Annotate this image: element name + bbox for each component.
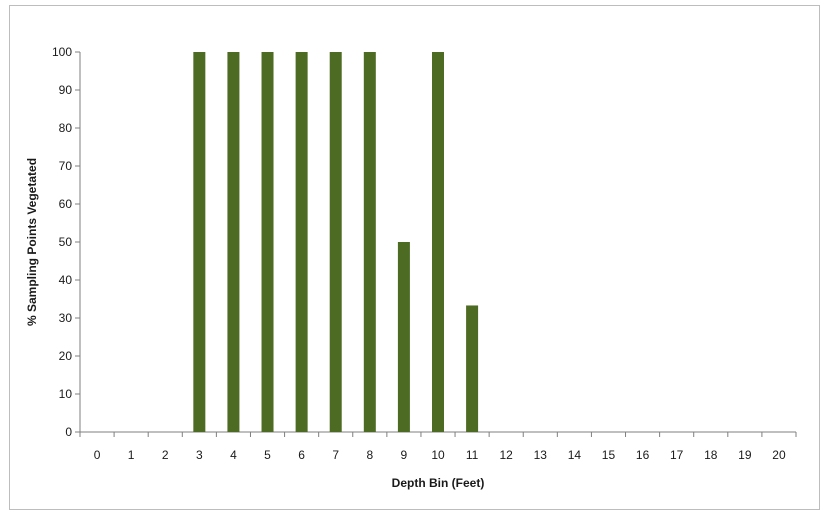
x-tick-label: 14 (568, 448, 582, 462)
x-tick-label: 16 (636, 448, 650, 462)
bar-9 (397, 242, 410, 432)
bar-6 (295, 52, 308, 432)
y-tick-label: 60 (59, 197, 73, 211)
x-tick-label: 10 (431, 448, 445, 462)
y-tick-label: 50 (59, 235, 73, 249)
y-tick-label: 40 (59, 273, 73, 287)
x-tick-label: 6 (298, 448, 305, 462)
x-tick-label: 2 (162, 448, 169, 462)
x-tick-label: 20 (772, 448, 786, 462)
y-tick-label: 10 (59, 387, 73, 401)
bar-11 (466, 305, 479, 432)
bar-10 (432, 52, 444, 432)
x-tick-label: 4 (230, 448, 237, 462)
y-axis-title: % Sampling Points Vegetated (25, 158, 39, 326)
x-tick-label: 7 (332, 448, 339, 462)
x-tick-label: 12 (500, 448, 514, 462)
x-tick-label: 17 (670, 448, 684, 462)
x-tick-label: 19 (738, 448, 752, 462)
bar-7 (329, 52, 342, 432)
chart-frame (9, 5, 820, 510)
bar-4 (227, 52, 240, 432)
x-tick-label: 15 (602, 448, 616, 462)
bar-8 (363, 52, 376, 432)
y-tick-label: 30 (59, 311, 73, 325)
x-tick-label: 3 (196, 448, 203, 462)
y-tick-label: 20 (59, 349, 73, 363)
x-tick-label: 13 (534, 448, 548, 462)
y-tick-label: 90 (59, 83, 73, 97)
bar-5 (261, 52, 274, 432)
x-tick-label: 9 (401, 448, 408, 462)
y-tick-label: 0 (65, 425, 72, 439)
x-tick-label: 8 (366, 448, 373, 462)
x-axis-title: Depth Bin (Feet) (392, 476, 485, 490)
y-tick-label: 80 (59, 121, 73, 135)
x-tick-label: 1 (128, 448, 135, 462)
x-tick-label: 5 (264, 448, 271, 462)
x-tick-label: 18 (704, 448, 718, 462)
y-tick-label: 70 (59, 159, 73, 173)
y-tick-label: 100 (52, 45, 72, 59)
x-tick-label: 0 (94, 448, 101, 462)
x-tick-label: 11 (466, 448, 479, 462)
bar-3 (193, 52, 206, 432)
